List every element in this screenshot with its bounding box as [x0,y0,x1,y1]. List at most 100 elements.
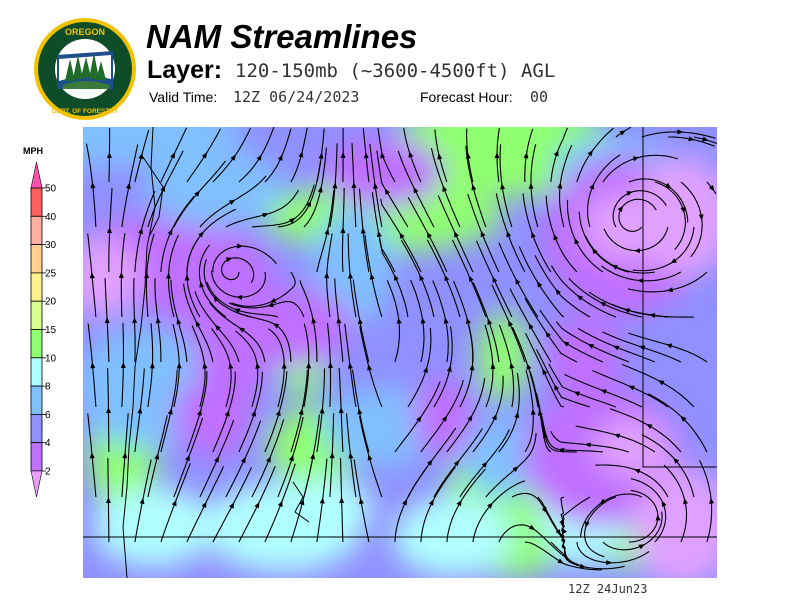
colorbar-tick-label: 2 [45,467,51,478]
streamline-arrow [144,272,150,279]
wind-speed-shading [83,237,143,317]
streamline-arrow [558,447,565,453]
streamline-arrow [298,151,304,158]
streamline-arrow [118,272,124,279]
valid-time-label: Valid Time: [149,89,218,105]
streamline-arrow [238,327,246,333]
streamline-arrow [336,317,342,324]
streamline-arrow [657,380,665,386]
streamline-arrow [426,231,432,239]
streamline-arrow [237,243,244,249]
streamline-arrow [523,152,529,159]
streamline-arrow [587,343,595,349]
colorbar-bin [30,329,43,359]
streamline-arrow [471,184,477,191]
streamline-arrow [530,408,536,415]
streamline-arrow [225,257,233,263]
streamline-arrow [515,278,521,285]
streamline-arrow [214,324,221,331]
streamline-arrow [437,153,443,160]
streamline-arrow [306,362,312,369]
streamline-arrow [262,212,269,218]
streamline-arrow [348,452,354,459]
streamline-arrow [318,152,324,159]
colorbar-tick-label: 10 [45,353,57,364]
streamline-arrow [600,389,607,395]
streamline-arrow [670,258,677,264]
streamline-arrow [327,362,333,369]
streamline-arrow [480,230,486,238]
streamline-arrow [481,461,488,468]
streamline-arrow [396,317,402,324]
streamline-arrow [637,278,644,284]
streamline-arrow [319,497,325,504]
streamline-arrow [487,502,494,509]
streamline-arrow [199,281,205,288]
streamline-arrow [528,182,534,189]
streamline-arrow [465,317,471,325]
streamline-arrow [506,230,512,238]
wind-speed-colorbar: 50 40 30 25 20 15 10 8 6 4 2 [30,161,57,498]
streamline-arrow [171,499,177,507]
streamline-arrow [665,343,673,349]
colorbar-over-triangle [30,161,43,189]
streamline-arrow [167,408,173,415]
streamline-arrow [633,468,641,474]
streamline-arrow [198,231,204,238]
streamline-arrow [490,362,496,370]
streamline-arrow [573,391,581,397]
streamline-arrow [613,433,621,439]
streamline-arrow [266,456,271,463]
streamline-arrow [611,264,618,270]
streamline-arrow [105,497,111,504]
streamline-arrow [526,363,532,370]
streamline-arrow [649,313,656,319]
wind-speed-shading [193,267,273,407]
colorbar-tick-label: 4 [45,438,51,449]
streamline-arrow [441,415,448,422]
colorbar-bin [30,442,43,472]
streamline-arrow [536,281,543,288]
wind-speed-shading [323,137,443,207]
streamline-arrow [617,205,624,213]
streamline-arrow [376,230,382,238]
streamline-arrow [528,322,534,330]
colorbar-bin [30,413,43,444]
colorbar-under-triangle [30,470,43,498]
streamline-arrow [626,191,633,196]
streamline-arrow [106,407,112,414]
streamline-arrow [553,149,559,157]
streamline-arrow [272,323,280,329]
streamline-arrow [228,362,234,370]
streamline-arrow [254,501,260,509]
colorbar-tick-label: 30 [45,240,57,251]
streamline-arrow [170,152,175,159]
streamline-arrow [255,362,261,369]
colorbar-tick-label: 20 [45,297,57,308]
streamline-arrow [167,228,173,236]
streamline-arrow [413,186,419,194]
streamline-arrow [195,320,201,328]
streamline-arrow [554,384,560,391]
streamline-arrow [269,297,277,303]
streamline-arrow [339,497,345,504]
oregon-department-of-forestry-logo: OREGON DEPT. OF FORESTRY [34,18,136,120]
streamline-arrow [319,407,325,414]
streamline-arrow [298,408,304,415]
streamline-arrow [634,248,641,254]
streamline-arrow [214,456,219,463]
streamline-arrow [442,185,448,192]
streamline-arrow [500,183,506,190]
streamline-arrow [104,317,110,324]
streamline-arrow [698,214,704,221]
streamline-arrow [106,152,112,159]
streamline-arrow [456,499,462,507]
map-timestamp: 12Z 24Jun23 [568,582,648,596]
streamline-arrow [340,227,346,234]
streamline-arrow [324,228,330,235]
colorbar-bin [30,272,43,302]
streamline-arrow [275,409,281,417]
streamline-arrow [619,130,626,136]
streamline-arrow [236,295,243,300]
streamline-arrow [453,460,460,467]
